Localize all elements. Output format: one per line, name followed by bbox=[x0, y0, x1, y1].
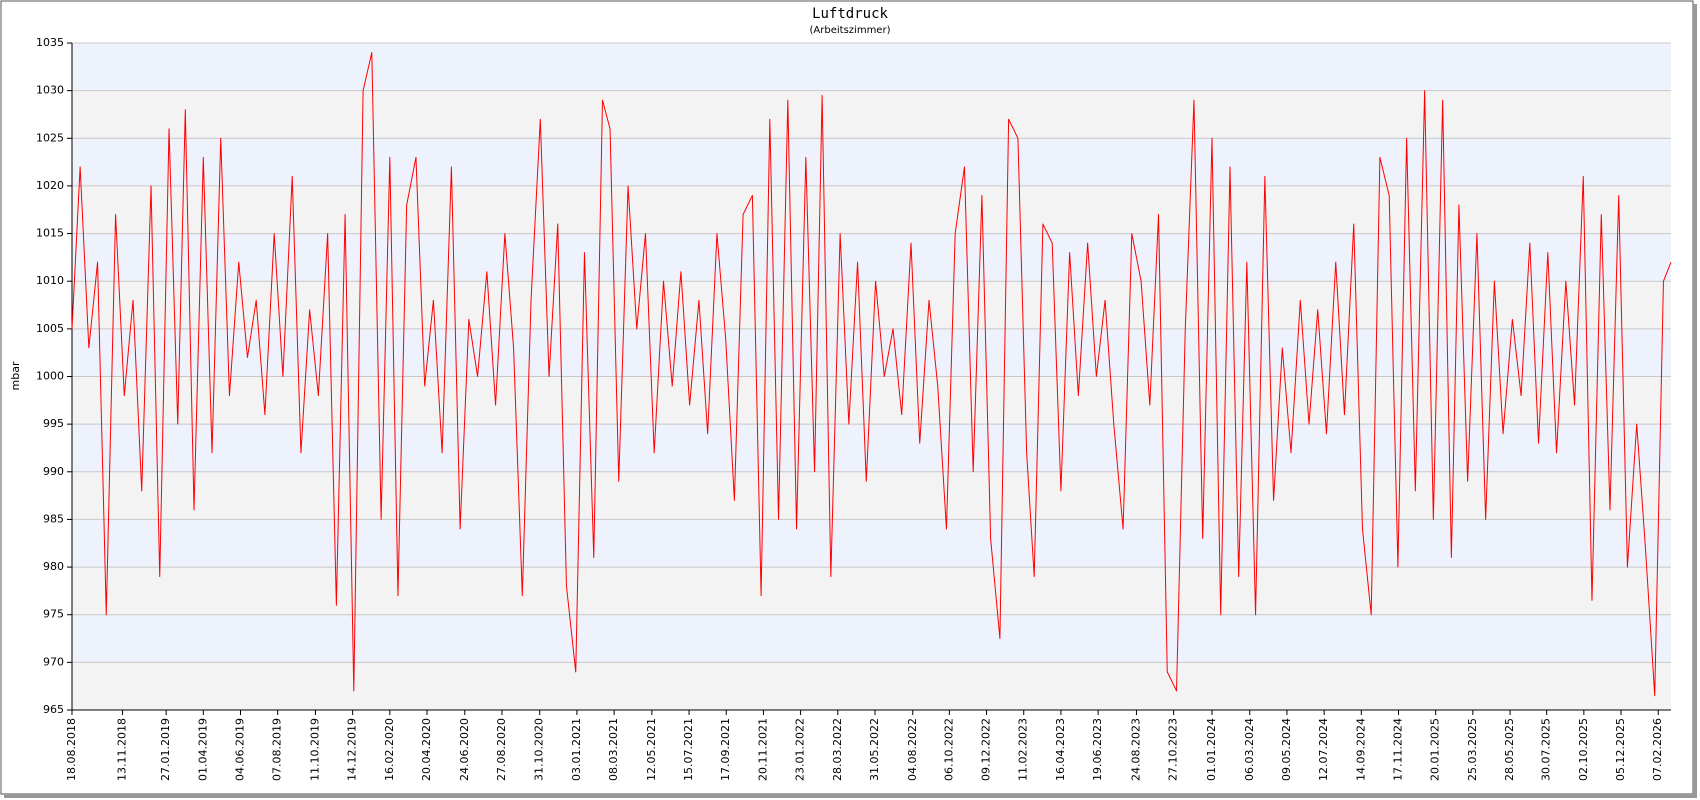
x-tick-label: 18.08.2018 bbox=[65, 718, 78, 781]
plot-band bbox=[72, 138, 1671, 186]
x-tick-label: 20.01.2025 bbox=[1429, 718, 1442, 781]
plot-band bbox=[72, 614, 1671, 663]
plot-band bbox=[72, 519, 1671, 568]
x-tick-label: 27.10.2023 bbox=[1167, 718, 1180, 781]
plot-band bbox=[72, 376, 1671, 425]
x-tick-label: 07.08.2019 bbox=[271, 718, 284, 781]
y-tick-label: 990 bbox=[43, 465, 64, 478]
x-tick-label: 11.02.2023 bbox=[1017, 718, 1030, 781]
plot-band bbox=[72, 281, 1671, 329]
x-tick-label: 14.12.2019 bbox=[346, 718, 359, 781]
chart-title: Luftdruck bbox=[812, 6, 888, 22]
x-tick-label: 12.05.2021 bbox=[645, 718, 658, 781]
x-tick-label: 01.04.2019 bbox=[196, 718, 209, 781]
x-tick-label: 06.10.2022 bbox=[942, 718, 955, 781]
plot-band bbox=[72, 43, 1671, 91]
x-tick-label: 30.07.2025 bbox=[1540, 718, 1553, 781]
x-tick-label: 28.05.2025 bbox=[1503, 718, 1516, 781]
x-tick-label: 04.08.2022 bbox=[906, 718, 919, 781]
y-tick-label: 970 bbox=[43, 655, 64, 668]
x-tick-label: 06.03.2024 bbox=[1243, 718, 1256, 781]
y-tick-label: 1020 bbox=[36, 179, 64, 192]
frame-shadow bbox=[4, 794, 1696, 798]
x-tick-label: 31.05.2022 bbox=[868, 718, 881, 781]
x-tick-label: 20.04.2020 bbox=[420, 718, 433, 781]
x-tick-label: 28.03.2022 bbox=[831, 718, 844, 781]
y-tick-label: 1005 bbox=[36, 322, 64, 335]
x-tick-label: 09.12.2022 bbox=[980, 718, 993, 781]
y-tick-label: 1000 bbox=[36, 370, 64, 383]
x-tick-label: 15.07.2021 bbox=[682, 718, 695, 781]
chart-subtitle: (Arbeitszimmer) bbox=[810, 25, 891, 36]
x-tick-label: 11.10.2019 bbox=[308, 718, 321, 781]
frame-shadow bbox=[1693, 4, 1697, 798]
plot-band bbox=[72, 90, 1671, 139]
x-tick-label: 27.01.2019 bbox=[159, 718, 172, 781]
y-tick-label: 995 bbox=[43, 417, 64, 430]
y-tick-label: 980 bbox=[43, 560, 64, 573]
x-tick-label: 13.11.2018 bbox=[116, 718, 129, 781]
plot-band bbox=[72, 424, 1671, 472]
plot-band bbox=[72, 567, 1671, 615]
x-tick-label: 14.09.2024 bbox=[1354, 718, 1367, 781]
x-tick-label: 31.10.2020 bbox=[533, 718, 546, 781]
x-tick-label: 24.08.2023 bbox=[1129, 718, 1142, 781]
plot-band bbox=[72, 471, 1671, 520]
x-tick-label: 16.04.2023 bbox=[1054, 718, 1067, 781]
data-line bbox=[71, 52, 1672, 697]
x-tick-label: 25.03.2025 bbox=[1466, 718, 1479, 781]
y-tick-label: 975 bbox=[43, 608, 64, 621]
y-tick-label: 1015 bbox=[36, 227, 64, 240]
x-tick-label: 16.02.2020 bbox=[383, 718, 396, 781]
x-tick-label: 27.08.2020 bbox=[495, 718, 508, 781]
x-tick-label: 01.01.2024 bbox=[1205, 718, 1218, 781]
plot-band bbox=[72, 662, 1671, 710]
y-axis-label: mbar bbox=[9, 361, 22, 390]
x-tick-label: 02.10.2025 bbox=[1577, 718, 1590, 781]
x-tick-label: 09.05.2024 bbox=[1280, 718, 1293, 781]
y-tick-label: 965 bbox=[43, 703, 64, 716]
plot-band bbox=[72, 233, 1671, 282]
x-tick-label: 20.11.2021 bbox=[756, 718, 769, 781]
x-tick-label: 17.11.2024 bbox=[1391, 718, 1404, 781]
x-tick-label: 19.06.2023 bbox=[1091, 718, 1104, 781]
y-tick-label: 1035 bbox=[36, 36, 64, 49]
y-tick-label: 1010 bbox=[36, 274, 64, 287]
y-tick-label: 985 bbox=[43, 512, 64, 525]
x-tick-label: 05.12.2025 bbox=[1614, 718, 1627, 781]
x-tick-label: 03.01.2021 bbox=[570, 718, 583, 781]
y-tick-label: 1030 bbox=[36, 84, 64, 97]
x-tick-label: 17.09.2021 bbox=[719, 718, 732, 781]
x-tick-label: 04.06.2019 bbox=[233, 718, 246, 781]
x-tick-label: 07.02.2026 bbox=[1651, 718, 1664, 781]
x-tick-label: 24.06.2020 bbox=[458, 718, 471, 781]
x-tick-label: 12.07.2024 bbox=[1317, 718, 1330, 781]
y-tick-label: 1025 bbox=[36, 131, 64, 144]
x-tick-label: 23.01.2022 bbox=[794, 718, 807, 781]
plot-band bbox=[72, 185, 1671, 234]
x-tick-label: 08.03.2021 bbox=[607, 718, 620, 781]
